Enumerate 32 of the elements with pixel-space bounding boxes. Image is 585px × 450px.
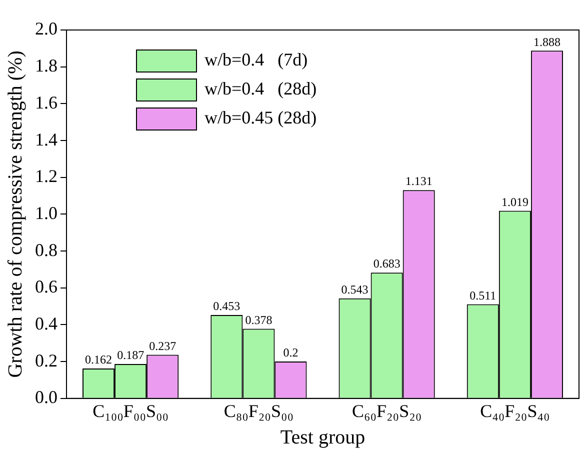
data-label: 0.187 (117, 348, 144, 362)
x-tick-label: C₈₀F₂₀S₀₀ (224, 400, 294, 421)
y-tick-label: 0.6 (35, 276, 58, 297)
data-label: 0.543 (341, 282, 368, 297)
legend-label: w/b=0.4 (7d) (204, 50, 308, 70)
data-label: 0.2 (283, 346, 298, 360)
y-tick-label: 0.0 (35, 387, 58, 408)
y-tick-label: 0.2 (35, 350, 58, 370)
y-axis-title: Growth rate of compressive strength (%) (4, 50, 26, 378)
y-tick-label: 1.6 (35, 92, 58, 112)
data-label: 0.453 (213, 299, 240, 314)
data-label: 0.378 (245, 312, 272, 327)
y-tick-label: 0.4 (35, 313, 58, 334)
y-tick-label: 1.4 (35, 129, 58, 150)
x-tick-label: C₆₀F₂₀S₂₀ (352, 400, 422, 421)
data-label: 0.683 (373, 256, 400, 271)
x-axis-title: Test group (280, 426, 366, 448)
data-label: 1.131 (405, 174, 432, 188)
data-label: 0.237 (149, 338, 176, 353)
y-tick-label: 0.8 (35, 240, 58, 260)
data-label: 1.888 (533, 34, 560, 49)
legend-label: w/b=0.45 (28d) (204, 108, 317, 128)
data-label: 1.019 (501, 194, 528, 209)
y-tick-label: 1.2 (35, 166, 58, 186)
y-tick-label: 2.0 (35, 18, 58, 39)
y-tick-label: 1.8 (35, 56, 58, 76)
legend-label: w/b=0.4 (28d) (204, 78, 317, 99)
data-label: 0.511 (470, 288, 496, 302)
data-label: 0.162 (85, 352, 112, 367)
x-tick-label: C₁₀₀F₀₀S₀₀ (92, 400, 169, 421)
x-tick-label: C₄₀F₂₀S₄₀ (480, 400, 550, 421)
y-tick-label: 1.0 (35, 202, 58, 223)
